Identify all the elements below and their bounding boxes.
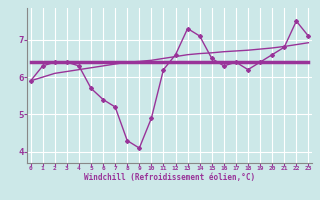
X-axis label: Windchill (Refroidissement éolien,°C): Windchill (Refroidissement éolien,°C) (84, 173, 255, 182)
